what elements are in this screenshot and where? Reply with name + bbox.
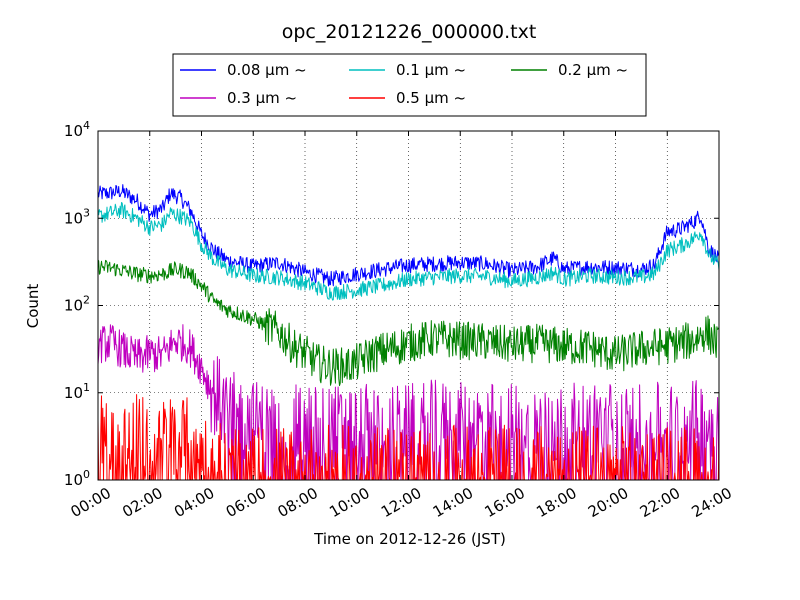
series-line-0 <box>97 184 720 287</box>
y-tick-label: 101 <box>64 381 90 402</box>
legend-label: 0.1 μm ~ <box>396 61 466 79</box>
y-axis-label: Count <box>24 284 42 329</box>
series-line-2 <box>97 259 720 387</box>
y-tick-label: 103 <box>64 206 90 227</box>
legend-label: 0.2 μm ~ <box>558 61 628 79</box>
legend: 0.08 μm ~ 0.1 μm ~ 0.2 μm ~ 0.3 μm ~ 0.5 μm … <box>172 53 647 117</box>
legend-box <box>172 53 647 117</box>
y-tick-label: 100 <box>64 468 90 489</box>
chart-title: opc_20121226_000000.txt <box>282 21 537 43</box>
series-layer <box>97 184 720 481</box>
x-axis-label: Time on 2012-12-26 (JST) <box>313 530 506 548</box>
legend-label: 0.3 μm ~ <box>227 89 297 107</box>
series-line-1 <box>97 202 720 301</box>
y-tick-label: 104 <box>64 119 90 140</box>
y-tick-label: 102 <box>64 294 90 315</box>
y-axis: 100 101 102 103 104 <box>64 119 719 489</box>
legend-label: 0.5 μm ~ <box>396 89 466 107</box>
legend-label: 0.08 μm ~ <box>227 61 307 79</box>
